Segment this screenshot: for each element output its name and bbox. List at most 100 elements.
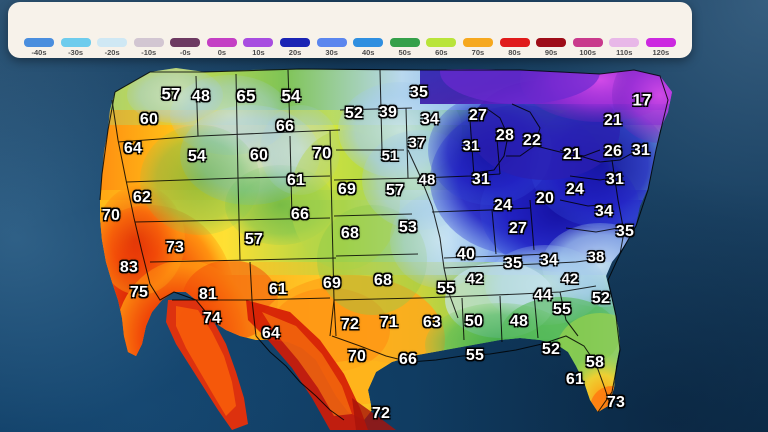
- legend-stop[interactable]: 60s: [424, 37, 458, 57]
- temperature-reading: 54: [281, 86, 301, 106]
- legend-swatch: [536, 37, 567, 47]
- legend-swatch: [133, 37, 164, 47]
- legend-label: 100s: [579, 47, 597, 57]
- legend-stop[interactable]: 70s: [461, 37, 495, 57]
- temperature-reading: 72: [371, 405, 391, 422]
- temperature-reading: 68: [340, 225, 360, 242]
- temperature-legend[interactable]: -40s -30s -20s -10s -0s 0s 10s 20s 30s 40s 50s 60s 7…: [8, 2, 692, 58]
- legend-label: 10s: [252, 47, 265, 57]
- temperature-reading: 58: [585, 354, 605, 371]
- legend-label: -20s: [104, 47, 120, 57]
- legend-stop[interactable]: 10s: [241, 37, 275, 57]
- temperature-reading: 52: [541, 341, 561, 358]
- temperature-reading: 73: [165, 239, 185, 256]
- temperature-reading: 63: [422, 314, 442, 331]
- legend-label: 20s: [288, 47, 302, 57]
- legend-swatch: [280, 37, 311, 47]
- temperature-reading: 60: [139, 111, 159, 128]
- legend-stop[interactable]: 50s: [388, 37, 422, 57]
- temperature-reading: 64: [261, 325, 281, 342]
- legend-stop[interactable]: 40s: [351, 37, 385, 57]
- temperature-reading: 37: [408, 134, 426, 152]
- temperature-reading: 61: [565, 371, 585, 388]
- temperature-reading: 55: [465, 347, 485, 364]
- temperature-reading: 53: [398, 219, 418, 236]
- legend-label: 0s: [217, 47, 227, 57]
- temperature-reading: 55: [436, 280, 456, 297]
- temperature-reading: 48: [191, 88, 211, 105]
- temperature-reading: 66: [398, 351, 418, 368]
- temperature-reading: 27: [508, 220, 528, 237]
- legend-stop[interactable]: 90s: [534, 37, 568, 57]
- temperature-reading: 61: [268, 281, 288, 298]
- temperature-reading: 65: [236, 86, 256, 106]
- temperature-reading: 21: [603, 112, 623, 129]
- temperature-reading: 66: [290, 206, 310, 223]
- legend-stop[interactable]: -10s: [132, 37, 166, 57]
- temperature-reading: 68: [373, 272, 393, 289]
- temperature-reading: 64: [123, 140, 143, 157]
- legend-stop[interactable]: 30s: [315, 37, 349, 57]
- temperature-reading: 34: [539, 252, 559, 269]
- temperature-reading: 31: [605, 171, 625, 188]
- temperature-reading: 31: [462, 137, 480, 155]
- temperature-reading: 52: [591, 290, 611, 307]
- legend-label: 50s: [398, 47, 412, 57]
- temperature-reading: 70: [312, 143, 332, 163]
- temperature-reading: 48: [418, 171, 436, 189]
- legend-stop[interactable]: 100s: [571, 37, 605, 57]
- legend-swatch: [353, 37, 384, 47]
- legend-stop[interactable]: -20s: [95, 37, 129, 57]
- legend-swatch: [316, 37, 347, 47]
- legend-swatch: [609, 37, 640, 47]
- temperature-reading: 74: [202, 310, 222, 327]
- legend-swatch: [206, 37, 237, 47]
- temperature-reading: 81: [198, 286, 218, 303]
- legend-swatch: [572, 37, 603, 47]
- temperature-reading: 24: [493, 197, 513, 214]
- temperature-reading: 57: [244, 231, 264, 248]
- state-boundaries: [99, 68, 669, 421]
- temperature-reading: 24: [565, 181, 585, 198]
- legend-stop[interactable]: 0s: [205, 37, 239, 57]
- legend-stop[interactable]: 110s: [607, 37, 641, 57]
- temperature-reading: 42: [561, 270, 579, 288]
- legend-label: 110s: [616, 47, 633, 57]
- temperature-reading: 38: [587, 248, 605, 266]
- temperature-reading: 40: [456, 246, 476, 263]
- temperature-reading: 69: [337, 181, 357, 198]
- legend-stop[interactable]: 80s: [498, 37, 532, 57]
- temperature-reading: 75: [129, 284, 149, 301]
- temperature-reading: 31: [631, 142, 651, 159]
- temperature-reading: 35: [409, 84, 429, 101]
- temperature-reading: 34: [594, 203, 614, 220]
- legend-stop[interactable]: -30s: [59, 37, 93, 57]
- temperature-reading: 48: [509, 313, 529, 330]
- legend-stop[interactable]: -0s: [168, 37, 202, 57]
- legend-stop[interactable]: 20s: [278, 37, 312, 57]
- temperature-reading: 70: [347, 348, 367, 365]
- temperature-reading: 26: [603, 143, 623, 160]
- temperature-reading: 35: [503, 255, 523, 272]
- temperature-reading: 69: [322, 275, 342, 292]
- temperature-reading: 71: [379, 314, 399, 331]
- legend-swatch: [389, 37, 420, 47]
- temperature-reading: 50: [464, 313, 484, 330]
- legend-label: -0s: [179, 47, 191, 57]
- temperature-reading: 31: [471, 171, 491, 188]
- legend-stop[interactable]: -40s: [22, 37, 56, 57]
- temperature-reading: 21: [562, 146, 582, 163]
- legend-stop[interactable]: 120s: [644, 37, 678, 57]
- legend-swatch: [24, 37, 54, 47]
- temperature-reading: 57: [385, 182, 405, 199]
- legend-swatch: [462, 37, 493, 47]
- legend-swatch: [645, 37, 676, 47]
- temperature-reading: 39: [378, 104, 398, 121]
- legend-label: 90s: [544, 47, 558, 57]
- legend-label: -30s: [68, 47, 84, 57]
- temperature-reading: 27: [468, 107, 488, 124]
- temperature-reading: 44: [533, 287, 553, 304]
